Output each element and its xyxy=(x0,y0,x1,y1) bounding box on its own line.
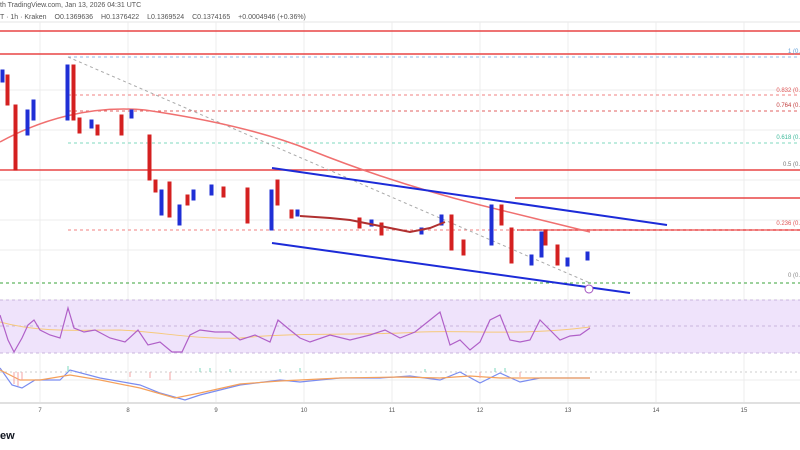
chart-header-ohlc: T · 1h · Kraken O0.1369636 H0.1376422 L0… xyxy=(0,14,312,21)
fib-label-0832: 0.832 (0. xyxy=(776,88,800,94)
symbol-label: T · 1h · Kraken xyxy=(0,14,47,21)
close-value: C0.1374165 xyxy=(192,14,231,21)
candlesticks xyxy=(0,64,590,267)
rsi-line xyxy=(0,305,591,354)
price-chart[interactable] xyxy=(0,0,800,420)
x-tick-12: 12 xyxy=(476,408,484,414)
fib-label-0236: 0.236 (0. xyxy=(776,221,800,227)
fib-label-1: 1 (0. xyxy=(787,49,800,55)
x-tick-9: 9 xyxy=(214,408,218,414)
high-value: H0.1376422 xyxy=(101,14,140,21)
x-tick-7: 7 xyxy=(38,408,42,414)
event-marker-icon xyxy=(584,284,594,294)
descending-channel xyxy=(271,167,668,294)
macd-histogram xyxy=(13,366,521,386)
fib-label-0618: 0.618 (0. xyxy=(776,135,800,141)
x-tick-15: 15 xyxy=(740,408,748,414)
low-value: L0.1369524 xyxy=(147,14,185,21)
change-value: +0.0004946 (+0.36%) xyxy=(238,14,306,21)
x-tick-10: 10 xyxy=(300,408,308,414)
fib-label-0: 0 (0. xyxy=(787,273,800,279)
brand-text: ew xyxy=(0,430,15,442)
chart-header-source: th TradingView.com, Jan 13, 2026 04:31 U… xyxy=(0,2,142,9)
fib-trend-line xyxy=(67,56,591,284)
x-tick-8: 8 xyxy=(126,408,130,414)
x-tick-13: 13 xyxy=(564,408,572,414)
x-tick-14: 14 xyxy=(652,408,660,414)
fib-label-05: 0.5 (0. xyxy=(782,162,800,168)
fib-lines xyxy=(0,56,800,284)
macd-line xyxy=(0,367,590,401)
x-tick-11: 11 xyxy=(388,408,396,414)
fib-label-0764: 0.764 (0. xyxy=(776,103,800,109)
open-value: O0.1369636 xyxy=(54,14,94,21)
